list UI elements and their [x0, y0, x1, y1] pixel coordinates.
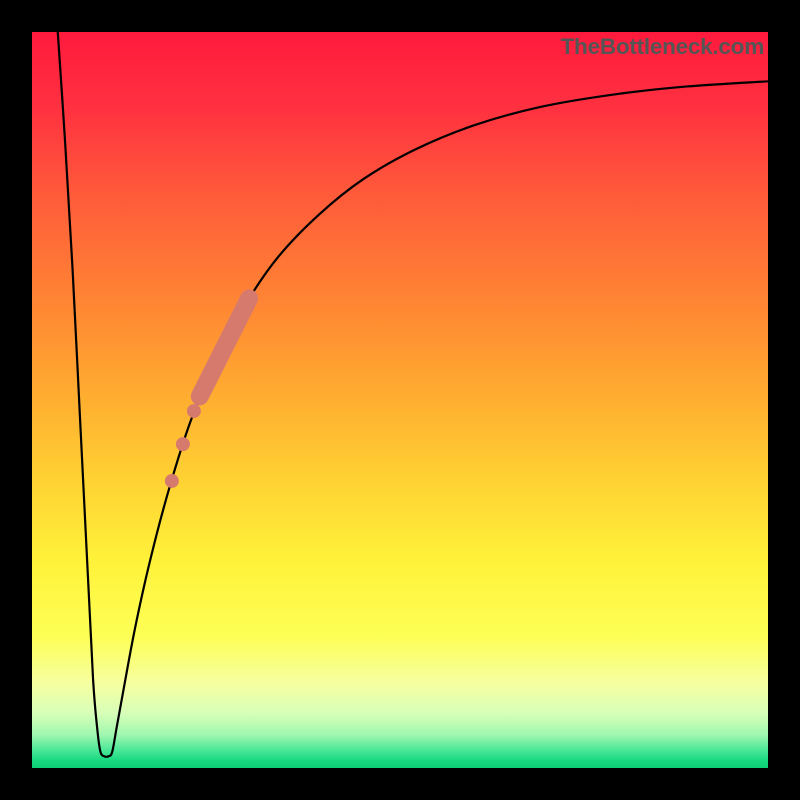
bottleneck-curve — [58, 32, 768, 757]
highlight-dot — [165, 474, 179, 488]
plot-area: TheBottleneck.com — [32, 32, 768, 768]
highlight-segment — [200, 298, 249, 396]
bottleneck-chart: TheBottleneck.com — [0, 0, 800, 800]
highlight-dot — [187, 404, 201, 418]
curve-layer — [32, 32, 768, 768]
watermark-text: TheBottleneck.com — [561, 34, 764, 60]
highlight-dot — [176, 437, 190, 451]
